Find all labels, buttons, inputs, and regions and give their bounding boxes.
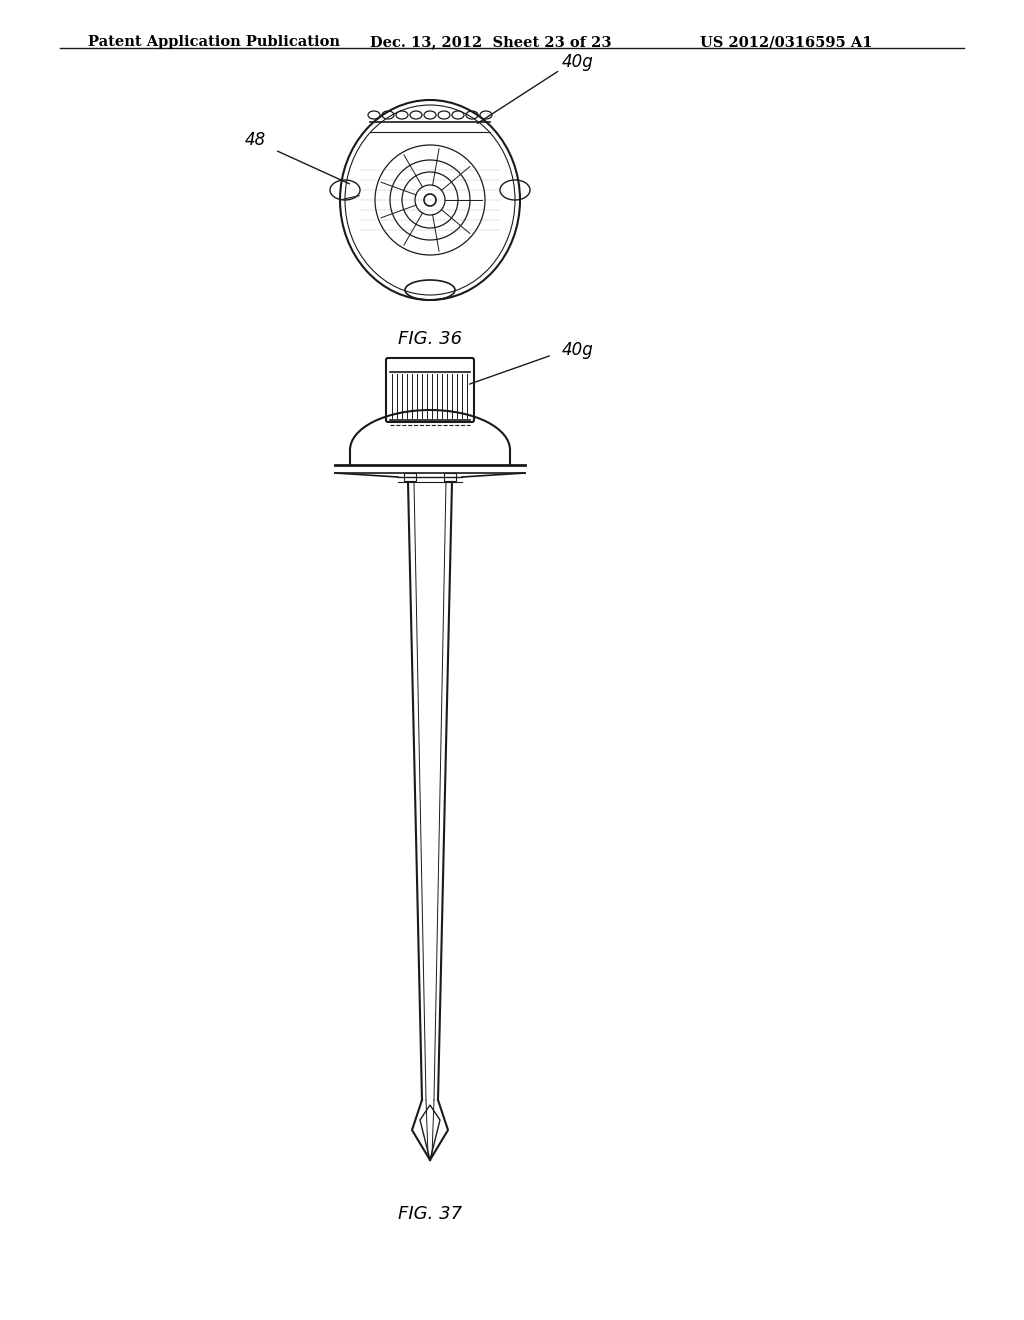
Bar bbox=[404, 473, 416, 480]
Text: FIG. 36: FIG. 36 bbox=[398, 330, 462, 348]
Text: Dec. 13, 2012  Sheet 23 of 23: Dec. 13, 2012 Sheet 23 of 23 bbox=[370, 36, 611, 49]
Bar bbox=[444, 473, 456, 480]
Text: 40g: 40g bbox=[562, 341, 594, 359]
Text: 40g: 40g bbox=[562, 53, 594, 71]
Text: Patent Application Publication: Patent Application Publication bbox=[88, 36, 340, 49]
Text: FIG. 37: FIG. 37 bbox=[398, 1205, 462, 1224]
Text: 48: 48 bbox=[245, 131, 265, 149]
Text: US 2012/0316595 A1: US 2012/0316595 A1 bbox=[700, 36, 872, 49]
Circle shape bbox=[424, 194, 436, 206]
